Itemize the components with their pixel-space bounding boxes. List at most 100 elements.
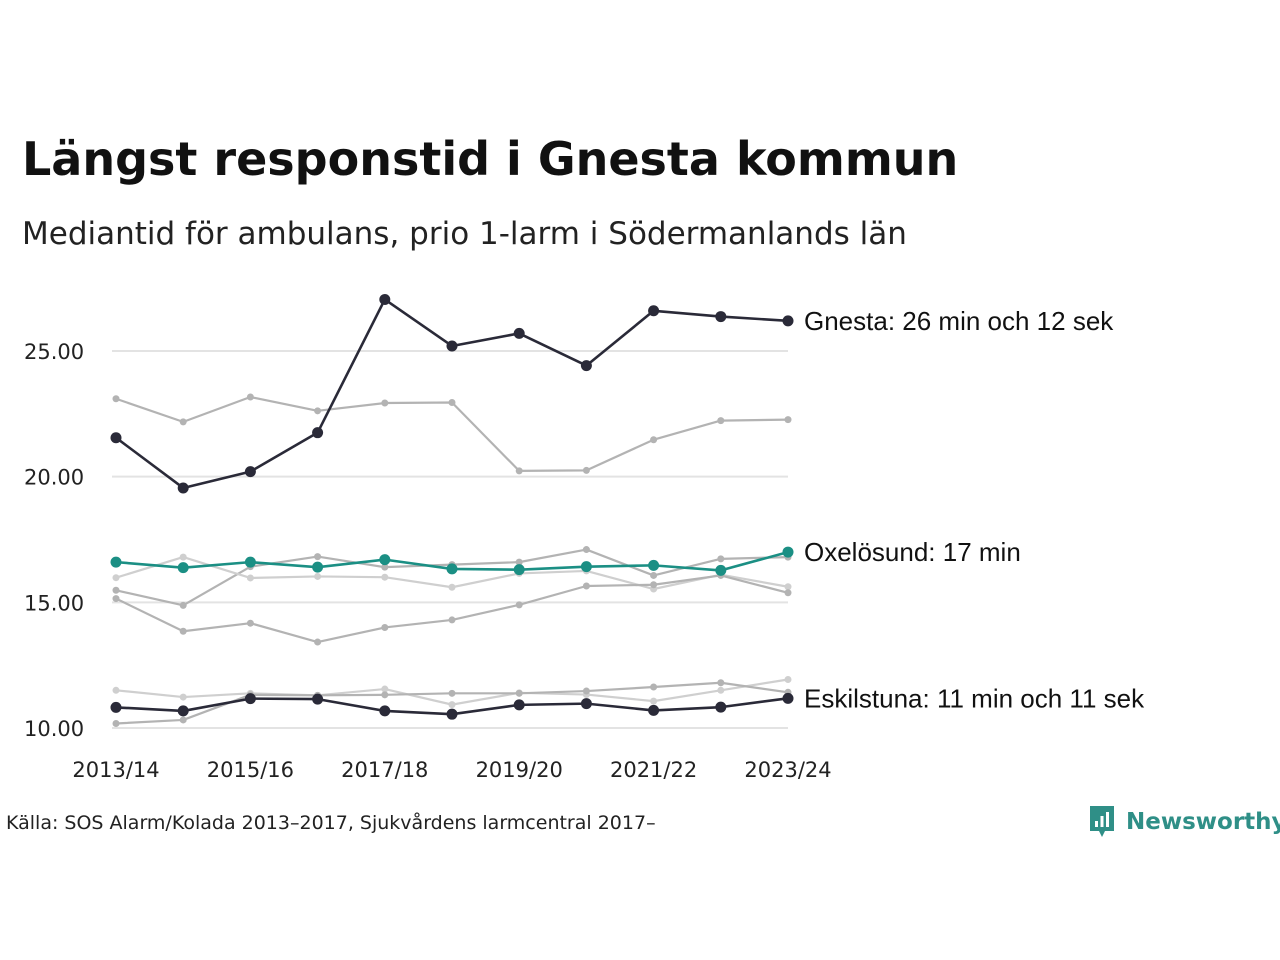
data-point-eskilstuna xyxy=(513,699,525,711)
background-data-point xyxy=(448,583,456,591)
data-point-gnesta xyxy=(110,432,122,444)
y-tick-label: 15.00 xyxy=(24,591,84,615)
data-point-gnesta xyxy=(379,293,391,305)
data-point-eskilstuna xyxy=(648,704,660,716)
data-point-eskilstuna xyxy=(379,705,391,717)
background-data-point xyxy=(381,399,389,407)
x-tick-label: 2021/22 xyxy=(610,758,697,782)
data-point-gnesta xyxy=(648,305,660,317)
background-data-point xyxy=(314,553,322,561)
background-data-point xyxy=(784,583,792,591)
data-point-oxelösund xyxy=(244,556,256,568)
series-end-label: Gnesta: 26 min och 12 sek xyxy=(804,306,1114,336)
x-tick-label: 2015/16 xyxy=(207,758,294,782)
data-point-oxelösund xyxy=(513,564,525,576)
data-point-gnesta xyxy=(446,340,458,352)
background-data-point xyxy=(112,595,120,603)
background-data-point xyxy=(246,619,254,627)
background-data-point xyxy=(179,716,187,724)
data-point-gnesta xyxy=(312,427,324,439)
background-data-point xyxy=(112,586,120,594)
background-data-point xyxy=(717,555,725,563)
background-data-point xyxy=(784,416,792,424)
background-data-point xyxy=(784,675,792,683)
background-data-point xyxy=(582,687,590,695)
background-data-point xyxy=(112,719,120,727)
brand-logo[interactable]: Newsworthy xyxy=(1088,804,1280,840)
background-data-point xyxy=(717,417,725,425)
data-point-oxelösund xyxy=(782,546,794,558)
series-end-label: Oxelösund: 17 min xyxy=(804,537,1021,567)
data-point-gnesta xyxy=(244,466,256,478)
background-data-point xyxy=(381,573,389,581)
background-data-point xyxy=(179,553,187,561)
background-data-point xyxy=(582,582,590,590)
data-point-oxelösund xyxy=(379,554,391,566)
data-point-eskilstuna xyxy=(110,701,122,713)
background-data-point xyxy=(650,436,658,444)
background-data-point xyxy=(314,638,322,646)
chart-subtitle: Mediantid för ambulans, prio 1-larm i Sö… xyxy=(22,216,907,252)
background-data-point xyxy=(448,399,456,407)
data-point-eskilstuna xyxy=(446,708,458,720)
background-data-point xyxy=(112,574,120,582)
background-data-point xyxy=(179,693,187,701)
background-data-point xyxy=(650,683,658,691)
y-tick-label: 20.00 xyxy=(24,466,84,490)
data-point-gnesta xyxy=(580,360,592,372)
data-point-eskilstuna xyxy=(715,701,727,713)
brand-name: Newsworthy xyxy=(1126,809,1280,835)
background-data-point xyxy=(112,395,120,403)
background-data-point xyxy=(314,572,322,580)
background-data-point xyxy=(515,601,523,609)
data-point-eskilstuna xyxy=(312,693,324,705)
x-tick-label: 2013/14 xyxy=(72,758,159,782)
background-data-point xyxy=(515,467,523,475)
data-point-gnesta xyxy=(782,315,794,327)
x-tick-label: 2017/18 xyxy=(341,758,428,782)
data-point-eskilstuna xyxy=(177,705,189,717)
line-chart: 10.00 15.00 20.00 25.00 2013/14 2015/16 2017/1… xyxy=(24,293,1145,782)
data-point-gnesta xyxy=(513,327,525,339)
background-data-point xyxy=(179,601,187,609)
background-data-point xyxy=(582,466,590,474)
chart-title: Längst responstid i Gnesta kommun xyxy=(22,132,959,186)
background-data-point xyxy=(381,623,389,631)
data-point-oxelösund xyxy=(312,561,324,573)
series-end-label: Eskilstuna: 11 min och 11 sek xyxy=(804,683,1145,713)
background-data-point xyxy=(448,616,456,624)
background-data-point xyxy=(582,546,590,554)
background-data-point xyxy=(179,627,187,635)
background-data-point xyxy=(448,689,456,697)
background-data-point xyxy=(381,685,389,693)
newsworthy-logo-icon xyxy=(1090,806,1114,837)
background-data-point xyxy=(515,558,523,566)
data-point-oxelösund xyxy=(648,559,660,571)
background-series-line xyxy=(115,548,789,607)
data-point-gnesta xyxy=(715,311,727,323)
background-data-point xyxy=(448,701,456,709)
x-tick-label: 2023/24 xyxy=(744,758,831,782)
background-data-point xyxy=(314,407,322,415)
background-data-point xyxy=(717,679,725,687)
background-data-point xyxy=(246,574,254,582)
background-data-point xyxy=(179,418,187,426)
background-data-point xyxy=(650,697,658,705)
data-point-oxelösund xyxy=(580,561,592,573)
x-tick-label: 2019/20 xyxy=(476,758,563,782)
background-data-point xyxy=(112,686,120,694)
background-data-point xyxy=(650,581,658,589)
data-point-gnesta xyxy=(177,482,189,494)
background-data-point xyxy=(650,571,658,579)
data-point-eskilstuna xyxy=(580,698,592,710)
data-point-eskilstuna xyxy=(244,693,256,705)
data-point-oxelösund xyxy=(446,563,458,575)
data-point-eskilstuna xyxy=(782,692,794,704)
background-series-line xyxy=(115,395,789,472)
data-point-oxelösund xyxy=(177,562,189,574)
data-point-oxelösund xyxy=(715,564,727,576)
background-data-point xyxy=(515,689,523,697)
background-data-point xyxy=(717,686,725,694)
background-data-point xyxy=(246,393,254,401)
background-data-point xyxy=(784,589,792,597)
